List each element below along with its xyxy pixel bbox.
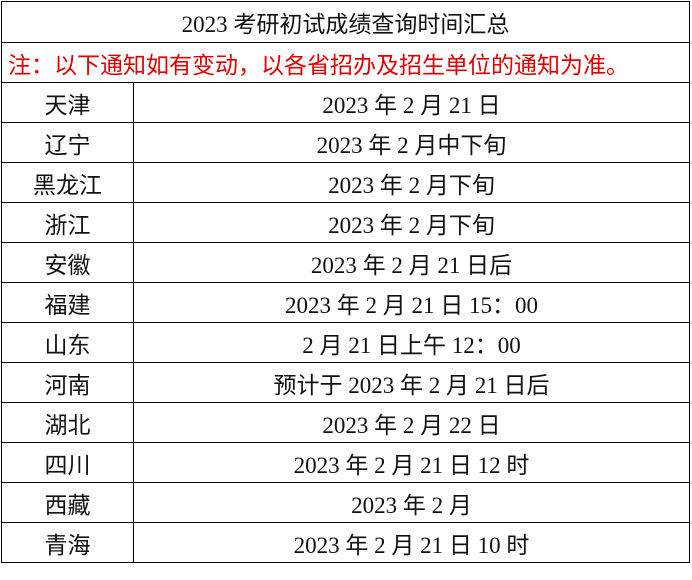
table-row: 湖北 2023 年 2 月 22 日 [1, 402, 690, 443]
date-cell: 2023 年 2 月 21 日 [133, 82, 690, 123]
date-cell: 2023 年 2 月 [133, 482, 690, 523]
date-cell: 2023 年 2 月中下旬 [133, 122, 690, 163]
province-cell: 福建 [1, 282, 134, 323]
table-row: 河南 预计于 2023 年 2 月 21 日后 [1, 362, 690, 403]
table-row: 福建 2023 年 2 月 21 日 15：00 [1, 282, 690, 323]
province-cell: 湖北 [1, 402, 134, 443]
province-cell: 黑龙江 [1, 162, 134, 203]
results-table: 2023 考研初试成绩查询时间汇总 注：以下通知如有变动，以各省招办及招生单位的… [1, 1, 690, 563]
province-cell: 青海 [1, 522, 134, 563]
province-cell: 天津 [1, 82, 134, 123]
date-cell: 2023 年 2 月 22 日 [133, 402, 690, 443]
date-cell: 预计于 2023 年 2 月 21 日后 [133, 362, 690, 403]
table-row: 青海 2023 年 2 月 21 日 10 时 [1, 522, 690, 563]
table-row: 山东 2 月 21 日上午 12：00 [1, 322, 690, 363]
date-cell: 2023 年 2 月 21 日 10 时 [133, 522, 690, 563]
table-row: 天津 2023 年 2 月 21 日 [1, 82, 690, 123]
date-cell: 2023 年 2 月 21 日 12 时 [133, 442, 690, 483]
table-row: 西藏 2023 年 2 月 [1, 482, 690, 523]
date-cell: 2 月 21 日上午 12：00 [133, 322, 690, 363]
date-cell: 2023 年 2 月下旬 [133, 202, 690, 243]
province-cell: 安徽 [1, 242, 134, 283]
date-cell: 2023 年 2 月 21 日后 [133, 242, 690, 283]
date-cell: 2023 年 2 月下旬 [133, 162, 690, 203]
province-cell: 浙江 [1, 202, 134, 243]
table-row: 四川 2023 年 2 月 21 日 12 时 [1, 442, 690, 483]
province-cell: 山东 [1, 322, 134, 363]
province-cell: 四川 [1, 442, 134, 483]
table-row: 黑龙江 2023 年 2 月下旬 [1, 162, 690, 203]
date-cell: 2023 年 2 月 21 日 15：00 [133, 282, 690, 323]
province-cell: 西藏 [1, 482, 134, 523]
table-note: 注：以下通知如有变动，以各省招办及招生单位的通知为准。 [1, 42, 690, 83]
province-cell: 河南 [1, 362, 134, 403]
table-row: 浙江 2023 年 2 月下旬 [1, 202, 690, 243]
table-title: 2023 考研初试成绩查询时间汇总 [1, 1, 690, 43]
province-cell: 辽宁 [1, 122, 134, 163]
table-row: 辽宁 2023 年 2 月中下旬 [1, 122, 690, 163]
table-row: 安徽 2023 年 2 月 21 日后 [1, 242, 690, 283]
